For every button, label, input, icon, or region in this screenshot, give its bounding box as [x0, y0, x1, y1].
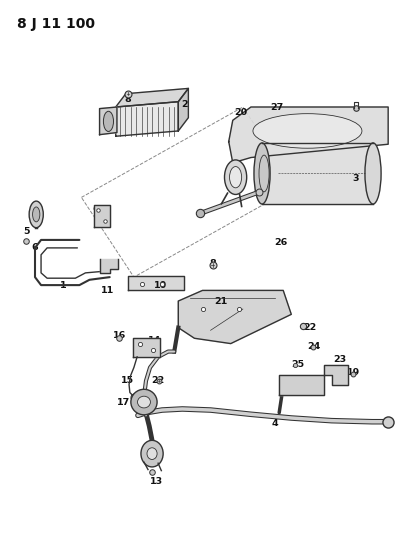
Text: 3: 3 [353, 174, 359, 183]
Text: 16: 16 [113, 331, 126, 340]
Polygon shape [262, 143, 373, 204]
Text: 8: 8 [124, 94, 131, 103]
Polygon shape [100, 259, 118, 273]
Ellipse shape [131, 389, 157, 415]
Ellipse shape [141, 440, 163, 467]
Text: 11: 11 [101, 286, 114, 295]
Polygon shape [94, 205, 110, 227]
Polygon shape [279, 375, 324, 395]
Text: 7: 7 [100, 268, 107, 276]
Ellipse shape [29, 201, 43, 228]
Text: 8 J 11 100: 8 J 11 100 [17, 17, 95, 30]
Text: 15: 15 [121, 376, 134, 385]
Polygon shape [229, 107, 388, 163]
Ellipse shape [224, 160, 247, 195]
Text: 12: 12 [226, 172, 239, 181]
Ellipse shape [32, 207, 40, 222]
Ellipse shape [103, 111, 113, 132]
Polygon shape [178, 88, 188, 131]
Text: 5: 5 [23, 228, 30, 237]
Text: 22: 22 [303, 323, 316, 332]
Text: 25: 25 [291, 360, 304, 369]
Text: 26: 26 [275, 238, 288, 247]
Text: 18: 18 [291, 382, 304, 391]
Ellipse shape [254, 143, 270, 204]
Polygon shape [324, 365, 348, 384]
Text: 9: 9 [92, 206, 99, 215]
Text: 21: 21 [214, 296, 227, 305]
Text: 1: 1 [60, 280, 66, 289]
Text: 19: 19 [347, 368, 360, 377]
Ellipse shape [365, 143, 381, 204]
Text: 22: 22 [151, 376, 165, 385]
Polygon shape [100, 107, 117, 135]
Ellipse shape [230, 166, 242, 188]
Ellipse shape [147, 448, 157, 459]
Text: 23: 23 [333, 355, 346, 364]
Polygon shape [128, 276, 184, 290]
Text: 14: 14 [147, 336, 161, 345]
Text: 8: 8 [209, 260, 216, 268]
Text: 13: 13 [149, 478, 163, 486]
Text: 20: 20 [234, 108, 247, 117]
Text: 10: 10 [153, 280, 167, 289]
Text: 6: 6 [32, 244, 38, 253]
Text: 24: 24 [307, 342, 320, 351]
Ellipse shape [253, 114, 362, 148]
Text: 27: 27 [271, 102, 284, 111]
Polygon shape [178, 290, 291, 344]
Text: 17: 17 [117, 398, 130, 407]
Ellipse shape [138, 396, 150, 408]
Polygon shape [116, 88, 188, 107]
Text: 2: 2 [181, 100, 188, 109]
Polygon shape [133, 338, 160, 357]
Polygon shape [116, 102, 178, 136]
Text: 4: 4 [272, 419, 279, 428]
